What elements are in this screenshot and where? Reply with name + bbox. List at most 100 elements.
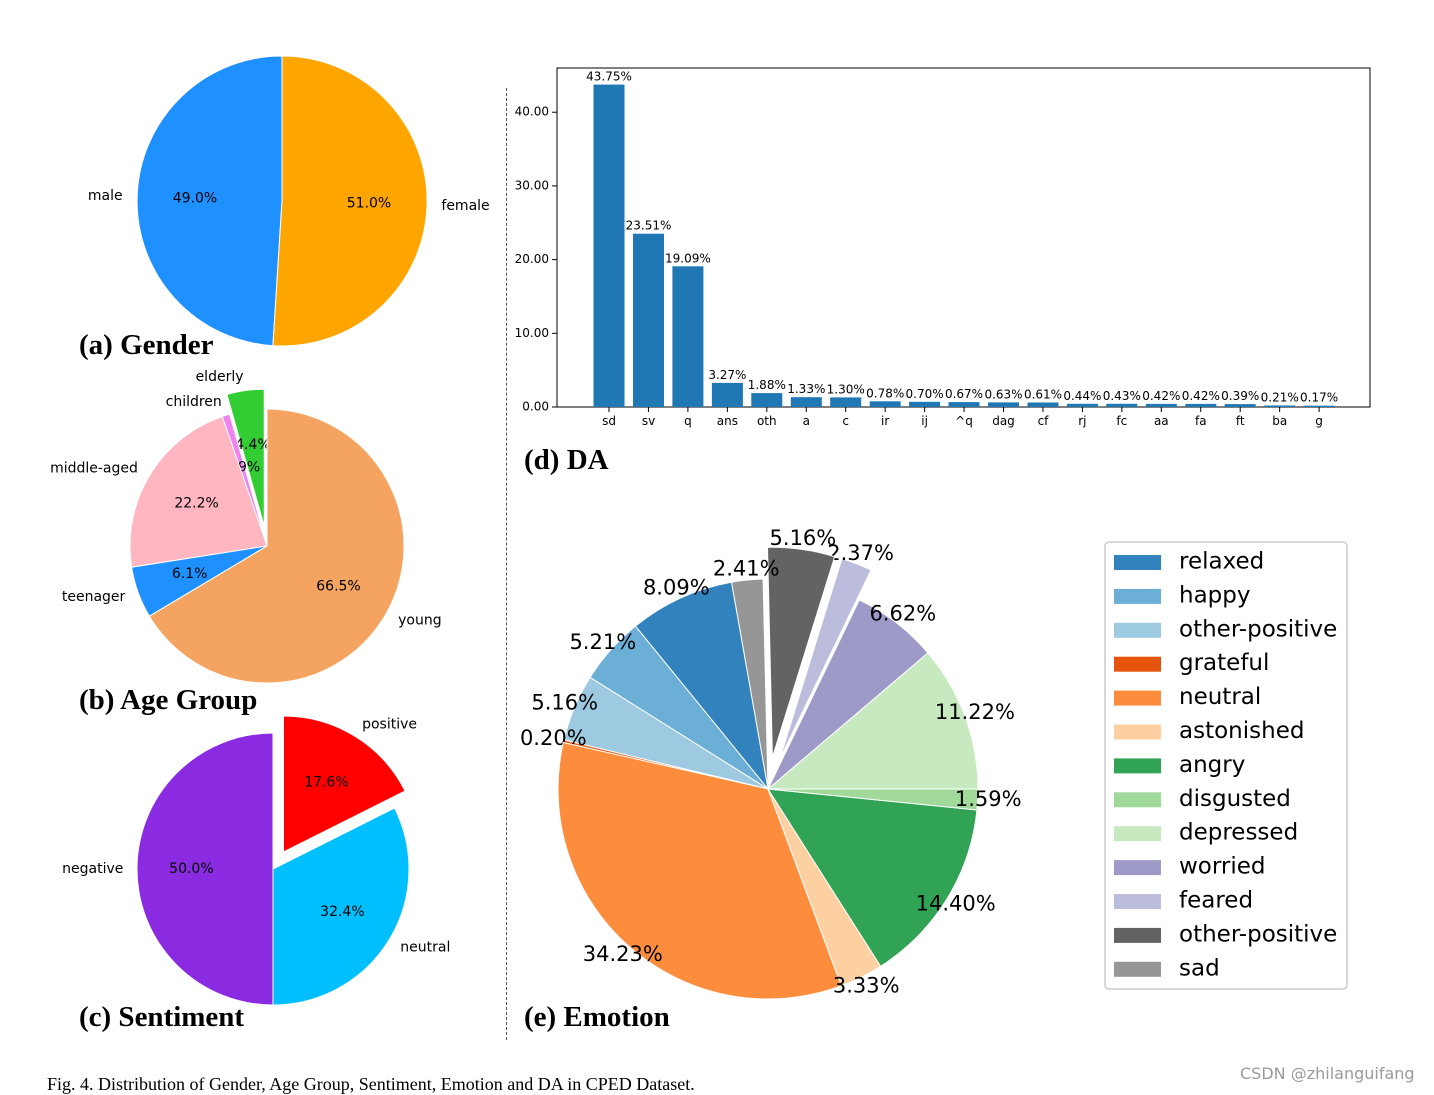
emotion-legend-swatch-worried-9	[1114, 860, 1161, 876]
da-bar-q	[672, 266, 704, 407]
emotion-slice-disgusted-12	[767, 788, 979, 811]
gender-slice-female-1	[272, 55, 428, 347]
emotion-slice-depressed-0	[766, 652, 979, 790]
emotion-pct-label-6: 5.21%	[569, 630, 636, 654]
emotion-pct-label-5: 8.09%	[643, 576, 710, 600]
da-value-label-10: 0.63%	[984, 387, 1022, 401]
age-slice-elderly-0	[226, 388, 265, 527]
gender-category-label-female: female	[441, 198, 489, 214]
emotion-legend-swatch-neutral-4	[1114, 690, 1161, 706]
da-xtick-label-9: ^q	[955, 414, 973, 428]
gender-panel-title: (a) Gender	[79, 329, 214, 361]
age-category-label-young: young	[398, 612, 441, 628]
sentiment-slice-neutral-1	[272, 807, 410, 1006]
age-pct-label-4: 66.5%	[316, 579, 360, 595]
da-bar-chart: 0.00 10.00 20.00 30.00 40.00 43.75% sd 23.51% sv…	[515, 67, 1371, 428]
da-ytick-label-0: 0.00	[522, 400, 549, 414]
da-xtick-label-13: fc	[1116, 414, 1127, 428]
gender-pie-chart: 49.0% male 51.0% female	[88, 55, 490, 347]
emotion-pct-label-7: 5.16%	[531, 691, 598, 715]
emotion-legend-swatch-other-positive-11	[1114, 927, 1161, 943]
da-xtick-label-7: ir	[881, 414, 889, 428]
da-xtick-label-11: cf	[1038, 414, 1050, 428]
emotion-legend-swatch-depressed-8	[1114, 826, 1161, 842]
da-value-label-5: 1.33%	[787, 382, 825, 396]
age-slice-middle-aged-2	[129, 415, 268, 568]
sentiment-pct-label-1: 32.4%	[320, 904, 364, 920]
emotion-legend-swatch-relaxed-0	[1114, 555, 1161, 570]
emotion-slice-angry-11	[767, 788, 978, 967]
emotion-legend-label-disgusted-7: disgusted	[1179, 786, 1291, 812]
da-xtick-label-4: oth	[757, 414, 777, 428]
emotion-pct-label-10: 3.33%	[833, 973, 900, 997]
emotion-pct-label-11: 14.40%	[916, 892, 996, 916]
emotion-legend-label-other-positive-2: other-positive	[1179, 616, 1337, 642]
da-value-label-2: 19.09%	[665, 251, 711, 265]
da-value-label-14: 0.42%	[1142, 389, 1180, 403]
da-xtick-label-1: sv	[642, 414, 655, 428]
da-bar-ij	[909, 401, 941, 407]
emotion-legend-swatch-disgusted-7	[1114, 792, 1161, 808]
emotion-slice-worried-1	[767, 599, 929, 790]
da-value-label-4: 1.88%	[748, 378, 786, 392]
da-value-label-11: 0.61%	[1024, 388, 1062, 402]
da-bar-ans	[711, 382, 743, 407]
emotion-legend-label-feared-10: feared	[1179, 888, 1253, 914]
emotion-pct-label-1: 6.62%	[869, 602, 936, 626]
emotion-panel-title: (e) Emotion	[524, 1001, 670, 1033]
emotion-legend-swatch-happy-1	[1114, 588, 1161, 604]
da-bar-oth	[751, 393, 783, 407]
da-bar-sd	[593, 84, 625, 407]
emotion-legend-label-other-positive-11: other-positive	[1179, 921, 1337, 947]
age-pct-label-0: 4.4%	[235, 437, 271, 453]
da-xtick-label-3: ans	[717, 414, 738, 428]
da-bar-fc	[1106, 403, 1138, 407]
da-xtick-label-0: sd	[602, 414, 616, 428]
sentiment-slice-negative-0	[136, 732, 274, 1006]
da-bar-fa	[1185, 403, 1217, 407]
da-value-label-6: 1.30%	[827, 382, 865, 396]
emotion-legend-swatch-other-positive-2	[1114, 622, 1161, 638]
da-ytick-label-1: 10.00	[515, 326, 549, 340]
da-bar-c	[830, 397, 862, 407]
emotion-legend-swatch-feared-10	[1114, 894, 1161, 909]
da-value-label-15: 0.42%	[1182, 389, 1220, 403]
emotion-legend-label-grateful-3: grateful	[1179, 650, 1269, 676]
sentiment-pct-label-0: 50.0%	[169, 861, 213, 877]
emotion-legend-swatch-astonished-5	[1114, 724, 1161, 740]
sentiment-category-label-neutral: neutral	[400, 940, 450, 956]
da-bar-g	[1303, 405, 1335, 407]
da-xtick-label-8: ij	[921, 414, 928, 428]
age-pct-label-2: 22.2%	[174, 496, 218, 512]
gender-pct-label-1: 51.0%	[347, 196, 391, 212]
sentiment-pct-label-2: 17.6%	[304, 775, 348, 791]
emotion-slice-neutral-9	[557, 741, 842, 1000]
da-value-label-9: 0.67%	[945, 387, 983, 401]
emotion-legend-swatch-sad-12	[1114, 961, 1161, 977]
da-bar-dag	[988, 402, 1019, 407]
emotion-legend-label-worried-9: worried	[1179, 854, 1266, 880]
da-value-label-7: 0.78%	[866, 386, 904, 400]
emotion-pct-label-2: 2.37%	[827, 541, 894, 565]
da-ytick-label-4: 40.00	[515, 105, 549, 119]
da-bar-rj	[1066, 403, 1098, 407]
gender-slice-male-0	[136, 55, 283, 347]
figure-caption: Fig. 4. Distribution of Gender, Age Grou…	[47, 1074, 695, 1094]
da-xtick-label-17: ba	[1272, 414, 1287, 428]
da-value-label-0: 43.75%	[586, 70, 632, 84]
da-value-label-13: 0.43%	[1103, 389, 1141, 403]
age-group-pie-chart: 4.4%elderly0.9%children22.2%middle-aged6…	[50, 369, 442, 684]
emotion-legend-label-depressed-8: depressed	[1179, 820, 1298, 846]
da-xtick-label-10: dag	[992, 414, 1015, 428]
age-category-label-teenager: teenager	[62, 589, 126, 605]
da-xtick-label-6: c	[842, 414, 849, 428]
da-xtick-label-14: aa	[1154, 414, 1169, 428]
da-bar-cf	[1027, 402, 1059, 407]
emotion-legend: relaxed happy other-positive grateful neutra…	[1104, 541, 1348, 990]
da-panel-title: (d) DA	[524, 444, 609, 476]
emotion-pct-label-12: 1.59%	[955, 787, 1022, 811]
sentiment-slice-positive-2	[283, 715, 406, 853]
age-category-label-elderly: elderly	[196, 369, 244, 385]
da-value-label-8: 0.70%	[906, 387, 944, 401]
